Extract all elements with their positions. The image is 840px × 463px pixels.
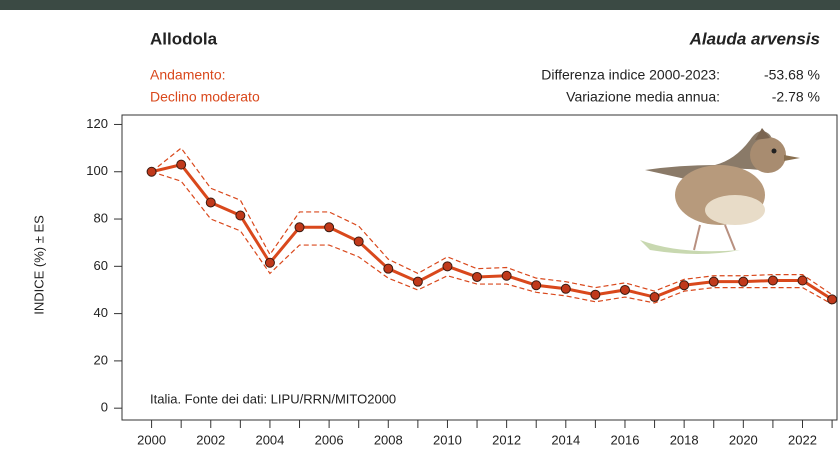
x-tick-label: 2000 xyxy=(137,432,166,447)
y-tick-label: 100 xyxy=(86,163,108,178)
index-point xyxy=(205,197,216,208)
bird-illustration xyxy=(640,128,800,254)
x-tick-label: 2004 xyxy=(255,432,284,447)
x-tick-label: 2022 xyxy=(788,432,817,447)
trend-value: Declino moderato xyxy=(150,89,260,105)
error-band xyxy=(151,147,833,296)
index-point xyxy=(767,275,778,286)
index-point xyxy=(412,276,423,287)
index-point xyxy=(324,222,335,233)
error-band xyxy=(151,171,833,305)
chart-title: Allodola xyxy=(150,29,218,48)
index-point xyxy=(146,166,157,177)
y-tick-label: 0 xyxy=(101,400,108,415)
trend-label: Andamento: xyxy=(150,67,226,83)
x-tick-label: 2010 xyxy=(433,432,462,447)
index-point xyxy=(797,275,808,286)
index-point xyxy=(353,236,364,247)
index-point xyxy=(679,280,690,291)
index-point xyxy=(619,284,630,295)
x-tick-label: 2020 xyxy=(729,432,758,447)
index-point xyxy=(590,289,601,300)
index-point xyxy=(531,280,542,291)
stat-label: Differenza indice 2000-2023: xyxy=(541,67,720,83)
index-point xyxy=(383,263,394,274)
index-point xyxy=(827,294,838,305)
x-tick-label: 2002 xyxy=(196,432,225,447)
y-tick-label: 40 xyxy=(94,305,108,320)
chart-subtitle: Alauda arvensis xyxy=(689,29,820,48)
x-tick-label: 2014 xyxy=(551,432,580,447)
y-tick-label: 60 xyxy=(94,258,108,273)
x-tick-label: 2018 xyxy=(670,432,699,447)
index-point xyxy=(472,271,483,282)
stat-value: -53.68 % xyxy=(764,67,820,83)
y-axis-label: INDICE (%) ± ES xyxy=(31,215,46,315)
stat-value: -2.78 % xyxy=(772,89,820,105)
y-tick-label: 120 xyxy=(86,116,108,131)
stat-label: Variazione media annua: xyxy=(566,89,720,105)
index-point xyxy=(264,257,275,268)
index-point xyxy=(649,292,660,303)
index-point xyxy=(294,222,305,233)
x-tick-label: 2016 xyxy=(611,432,640,447)
y-tick-label: 20 xyxy=(94,352,108,367)
x-tick-label: 2012 xyxy=(492,432,521,447)
y-tick-label: 80 xyxy=(94,210,108,225)
index-point xyxy=(708,276,719,287)
source-note: Italia. Fonte dei dati: LIPU/RRN/MITO200… xyxy=(150,391,396,406)
index-point xyxy=(235,210,246,221)
index-point xyxy=(501,270,512,281)
plot-frame xyxy=(121,114,838,421)
x-tick-label: 2008 xyxy=(374,432,403,447)
index-point xyxy=(560,283,571,294)
index-point xyxy=(176,159,187,170)
top-band xyxy=(0,0,840,10)
index-point xyxy=(738,276,749,287)
index-point xyxy=(442,261,453,272)
x-tick-label: 2006 xyxy=(315,432,344,447)
